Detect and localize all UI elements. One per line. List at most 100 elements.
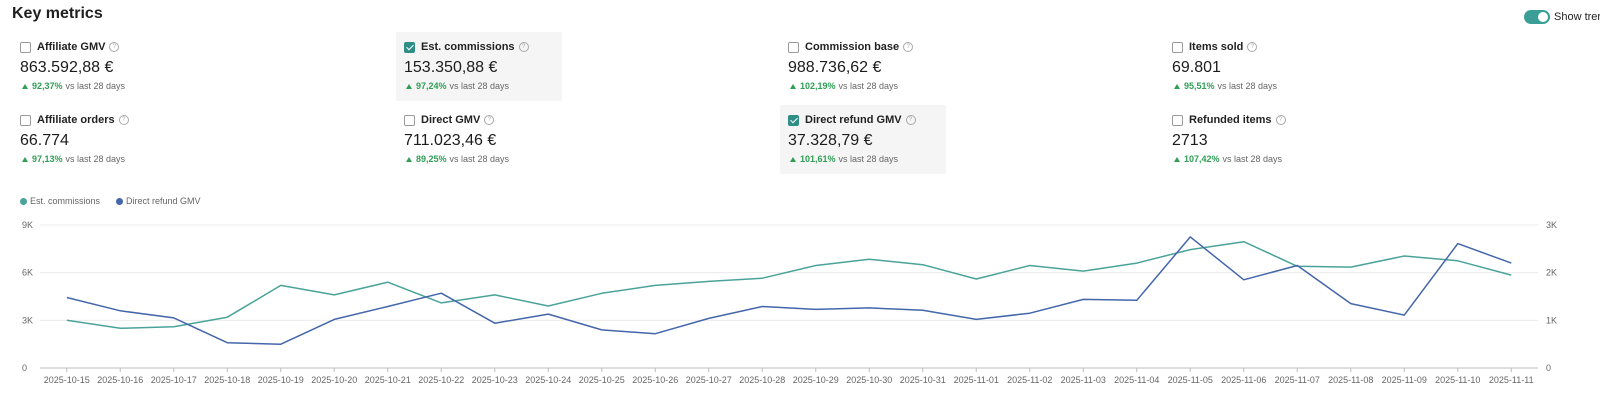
metric-value: 37.328,79 € (788, 132, 873, 149)
metric-card-affiliate-orders[interactable]: Affiliate orders? 66.774 97,13% vs last 28 … (12, 105, 178, 174)
metric-card-direct-gmv[interactable]: Direct GMV? 711.023,46 € 89,25% vs last 28 … (396, 105, 562, 174)
metric-header: Affiliate orders? (20, 113, 178, 127)
metric-value: 66.774 (20, 132, 69, 149)
x-tick-label: 2025-10-20 (311, 375, 357, 385)
arrow-up-icon (22, 156, 28, 162)
metric-header: Direct refund GMV? (788, 113, 946, 127)
help-icon[interactable]: ? (118, 115, 129, 125)
metric-change: 97,13% vs last 28 days (20, 154, 178, 164)
metric-change-suffix: vs last 28 days (838, 81, 899, 91)
left-tick-label: 9K (22, 220, 33, 230)
metric-label: Items sold (1189, 41, 1244, 53)
metric-checkbox[interactable] (1172, 41, 1183, 53)
metric-checkbox[interactable] (20, 114, 31, 126)
help-icon[interactable]: ? (1275, 115, 1286, 125)
toggle-knob (1538, 12, 1548, 22)
metric-card-affiliate-gmv[interactable]: Affiliate GMV? 863.592,88 € 92,37% vs last … (12, 32, 178, 101)
x-tick-label: 2025-10-31 (900, 375, 946, 385)
x-tick-label: 2025-11-04 (1114, 375, 1159, 385)
legend-dot (116, 197, 124, 205)
show-trend-toggle[interactable]: Show trer (1524, 10, 1600, 24)
metric-checkbox[interactable] (1172, 114, 1183, 126)
metric-label: Est. commissions (421, 41, 515, 53)
metric-checkbox[interactable] (20, 41, 31, 53)
metric-change-suffix: vs last 28 days (1217, 81, 1278, 91)
metric-card-direct-refund-gmv[interactable]: Direct refund GMV? 37.328,79 € 101,61% vs l… (780, 105, 946, 174)
arrow-up-icon (790, 156, 796, 162)
right-tick-label: 1K (1546, 315, 1557, 325)
metric-change-percent: 97,24% (416, 81, 447, 91)
metric-change-suffix: vs last 28 days (1222, 154, 1283, 164)
right-tick-label: 2K (1546, 268, 1557, 278)
metric-card-est-commissions[interactable]: Est. commissions? 153.350,88 € 97,24% vs la… (396, 32, 562, 101)
x-tick-label: 2025-11-08 (1328, 375, 1373, 385)
metric-change-percent: 95,51% (1184, 81, 1215, 91)
arrow-up-icon (790, 83, 796, 89)
x-tick-label: 2025-10-30 (846, 375, 892, 385)
metric-change-percent: 89,25% (416, 154, 447, 164)
metric-header: Items sold? (1172, 40, 1330, 54)
metric-header: Commission base? (788, 40, 946, 54)
x-tick-label: 2025-10-29 (793, 375, 839, 385)
x-tick-label: 2025-10-28 (739, 375, 785, 385)
x-tick-label: 2025-11-06 (1221, 375, 1266, 385)
toggle-label: Show trer (1554, 11, 1600, 23)
metric-label: Direct GMV (421, 114, 481, 126)
metric-value: 863.592,88 € (20, 59, 114, 76)
help-icon[interactable]: ? (518, 42, 529, 52)
metric-card-items-sold[interactable]: Items sold? 69.801 95,51% vs last 28 days (1164, 32, 1330, 101)
x-tick-label: 2025-10-21 (365, 375, 411, 385)
metric-change-suffix: vs last 28 days (65, 154, 126, 164)
x-tick-label: 2025-11-09 (1382, 375, 1427, 385)
series-direct-refund-gmv-line (66, 236, 1512, 345)
metric-label: Affiliate orders (37, 114, 115, 126)
arrow-up-icon (22, 83, 28, 89)
metric-change: 97,24% vs last 28 days (404, 81, 562, 91)
legend-item-direct-refund-gmv[interactable]: Direct refund GMV (116, 196, 201, 206)
metric-change-suffix: vs last 28 days (449, 81, 510, 91)
arrow-up-icon (406, 156, 412, 162)
metric-change: 89,25% vs last 28 days (404, 154, 562, 164)
metric-checkbox[interactable] (404, 41, 415, 53)
metric-change-suffix: vs last 28 days (65, 81, 126, 91)
metric-card-commission-base[interactable]: Commission base? 988.736,62 € 102,19% vs la… (780, 32, 946, 101)
help-icon[interactable]: ? (109, 42, 120, 52)
help-icon[interactable]: ? (484, 115, 495, 125)
x-tick-label: 2025-10-24 (525, 375, 571, 385)
metric-change: 92,37% vs last 28 days (20, 81, 178, 91)
metric-change-suffix: vs last 28 days (449, 154, 510, 164)
right-tick-label: 0 (1546, 363, 1551, 373)
legend-item-est-commissions[interactable]: Est. commissions (20, 196, 100, 206)
metric-checkbox[interactable] (788, 114, 799, 126)
left-tick-label: 6K (22, 268, 33, 278)
metric-value: 69.801 (1172, 59, 1221, 76)
metric-header: Affiliate GMV? (20, 40, 178, 54)
x-tick-label: 2025-11-03 (1061, 375, 1106, 385)
x-tick-label: 2025-11-02 (1007, 375, 1052, 385)
left-tick-label: 0 (22, 363, 27, 373)
metric-change-percent: 92,37% (32, 81, 63, 91)
metric-value: 2713 (1172, 132, 1208, 149)
metric-value: 711.023,46 € (404, 132, 497, 149)
metric-checkbox[interactable] (788, 41, 799, 53)
x-tick-label: 2025-11-07 (1275, 375, 1320, 385)
arrow-up-icon (406, 83, 412, 89)
metric-value: 988.736,62 € (788, 59, 882, 76)
metric-checkbox[interactable] (404, 114, 415, 126)
metric-change: 107,42% vs last 28 days (1172, 154, 1330, 164)
metric-label: Affiliate GMV (37, 41, 106, 53)
metric-header: Est. commissions? (404, 40, 562, 54)
metric-change-percent: 107,42% (1184, 154, 1220, 164)
toggle-switch[interactable] (1524, 10, 1550, 24)
x-tick-label: 2025-11-10 (1435, 375, 1480, 385)
x-tick-label: 2025-10-18 (204, 375, 250, 385)
x-tick-label: 2025-11-11 (1489, 375, 1534, 385)
x-tick-label: 2025-10-17 (151, 375, 197, 385)
help-icon[interactable]: ? (905, 115, 916, 125)
metric-label: Direct refund GMV (805, 114, 902, 126)
help-icon[interactable]: ? (903, 42, 914, 52)
metric-card-refunded-items[interactable]: Refunded items? 2713 107,42% vs last 28 day… (1164, 105, 1330, 174)
metric-change-percent: 97,13% (32, 154, 63, 164)
help-icon[interactable]: ? (1247, 42, 1258, 52)
